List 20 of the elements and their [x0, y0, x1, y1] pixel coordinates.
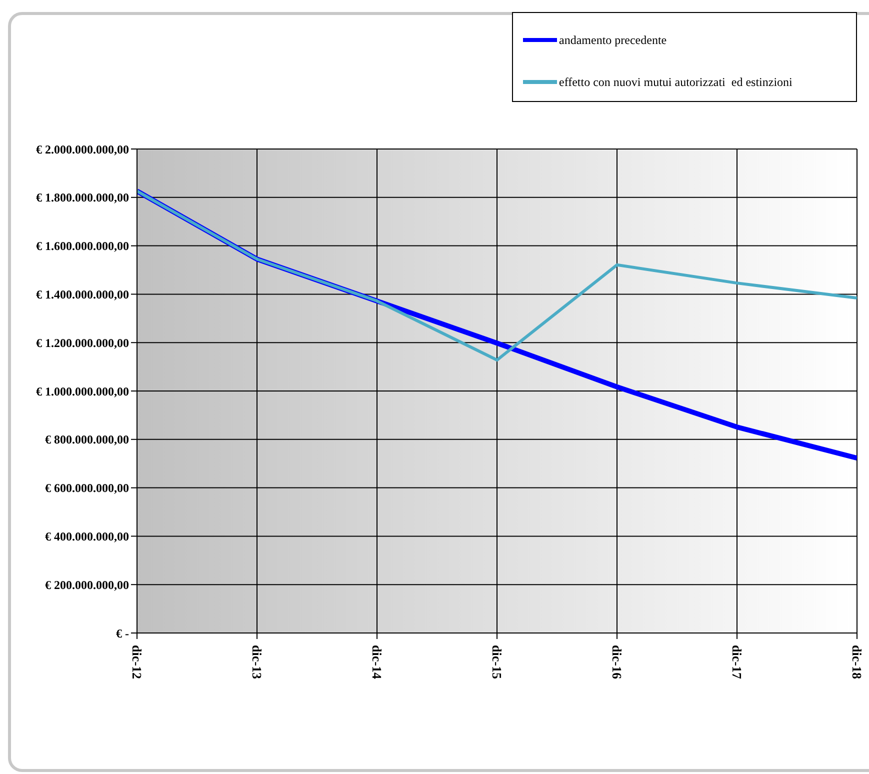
- y-tick-label: € 1.200.000.000,00: [36, 336, 129, 350]
- x-tick-label: dic-18: [850, 645, 864, 680]
- x-tick-label: dic-12: [130, 645, 144, 679]
- y-tick-label: € 400.000.000,00: [45, 529, 129, 544]
- legend-label: andamento precedente: [559, 32, 667, 48]
- y-tick-label: € 1.000.000.000,00: [36, 384, 129, 398]
- x-tick-label: dic-16: [610, 645, 624, 680]
- y-tick-label: € 2.000.000.000,00: [36, 142, 129, 156]
- y-tick-label: € 200.000.000,00: [45, 578, 129, 592]
- y-tick-label: € 1.400.000.000,00: [36, 287, 129, 302]
- y-tick-label: € 800.000.000,00: [45, 432, 129, 447]
- x-tick-label: dic-14: [370, 645, 384, 680]
- x-tick-label: dic-15: [490, 645, 504, 680]
- y-tick-label: € 1.600.000.000,00: [36, 239, 129, 254]
- y-tick-label: € -: [116, 626, 129, 640]
- legend-label: effetto con nuovi mutui autorizzati ed estinzioni: [559, 74, 792, 90]
- y-tick-label: € 600.000.000,00: [45, 481, 129, 496]
- x-tick-label: dic-17: [730, 645, 744, 680]
- x-tick-label: dic-13: [250, 645, 264, 680]
- y-tick-label: € 1.800.000.000,00: [36, 190, 129, 205]
